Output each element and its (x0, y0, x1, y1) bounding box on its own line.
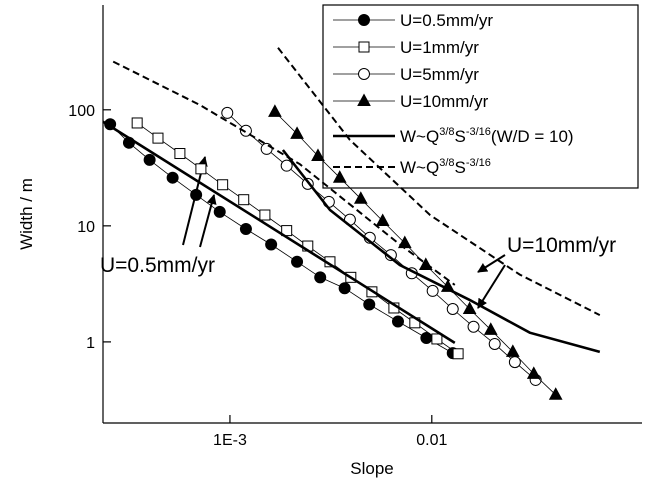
marker (526, 366, 541, 379)
marker (363, 298, 376, 311)
legend-label-part: -3/16 (466, 126, 491, 138)
y-tick-label: 1 (86, 335, 95, 352)
legend-label-part: U=5mm/yr (400, 65, 479, 84)
marker (213, 205, 226, 218)
marker (190, 188, 203, 201)
y-tick-label: 100 (68, 103, 95, 120)
marker (483, 322, 498, 335)
legend-label-part: U=0.5mm/yr (400, 11, 493, 30)
marker (314, 271, 327, 284)
annotation: U=0.5mm/yr (100, 254, 215, 277)
marker (268, 104, 282, 117)
marker (221, 106, 234, 119)
legend-label-part: 3/8 (439, 126, 454, 138)
marker (391, 315, 404, 328)
x-tick-label: 1E-3 (213, 432, 247, 449)
legend-label: W~Q3/8S-3/16 (400, 157, 491, 177)
series-line (112, 47, 601, 316)
marker (291, 255, 304, 268)
marker (311, 148, 325, 161)
legend-label-part: W~Q (400, 127, 439, 146)
marker (353, 191, 368, 204)
legend-label-part: S (455, 127, 466, 146)
marker (358, 41, 370, 53)
arrow (199, 194, 217, 248)
marker (280, 159, 293, 172)
marker (143, 153, 156, 166)
marker (431, 333, 443, 345)
x-axis-label: Slope (350, 459, 393, 478)
legend-label-part: W~Q (400, 158, 439, 177)
marker (338, 282, 351, 295)
legend-label-part: U=10mm/yr (400, 92, 489, 111)
marker (259, 209, 271, 221)
y-axis-label: Width / m (17, 178, 36, 250)
marker (166, 171, 179, 184)
legend-label: U=1mm/yr (400, 38, 479, 57)
marker (467, 320, 480, 333)
legend-label: U=10mm/yr (400, 92, 489, 111)
x-tick-label: 0.01 (416, 432, 447, 449)
series-line (136, 122, 459, 355)
marker (290, 126, 304, 139)
series-line (227, 112, 536, 381)
marker (217, 179, 229, 191)
legend-label: U=0.5mm/yr (400, 11, 493, 30)
legend-label: U=5mm/yr (400, 65, 479, 84)
marker (548, 387, 563, 400)
marker (452, 348, 464, 360)
legend-label-part: -3/16 (466, 157, 491, 169)
legend-label-part: (W/D = 10) (491, 127, 574, 146)
marker (281, 225, 293, 237)
arrow (477, 264, 506, 309)
marker (238, 194, 250, 206)
marker (131, 117, 143, 129)
marker (195, 163, 207, 175)
y-tick-label: 10 (77, 219, 95, 236)
annotation: U=10mm/yr (507, 234, 616, 257)
legend (322, 4, 639, 189)
legend-label-part: 3/8 (439, 157, 454, 169)
marker (462, 301, 477, 315)
legend-label-part: S (455, 158, 466, 177)
marker (426, 284, 439, 297)
marker (358, 68, 370, 80)
marker (446, 303, 459, 316)
legend-label: W~Q3/8S-3/16(W/D = 10) (400, 126, 574, 146)
arrow (477, 254, 506, 273)
legend-label-part: U=1mm/yr (400, 38, 479, 57)
marker (488, 337, 501, 350)
series-line (102, 120, 601, 354)
marker (505, 344, 520, 357)
marker (357, 93, 371, 106)
marker (239, 124, 252, 137)
marker (152, 132, 164, 144)
marker (265, 238, 278, 251)
marker (239, 222, 252, 235)
marker (174, 148, 186, 160)
marker (375, 213, 390, 227)
marker (332, 170, 347, 183)
marker (260, 142, 273, 155)
marker (358, 14, 370, 26)
